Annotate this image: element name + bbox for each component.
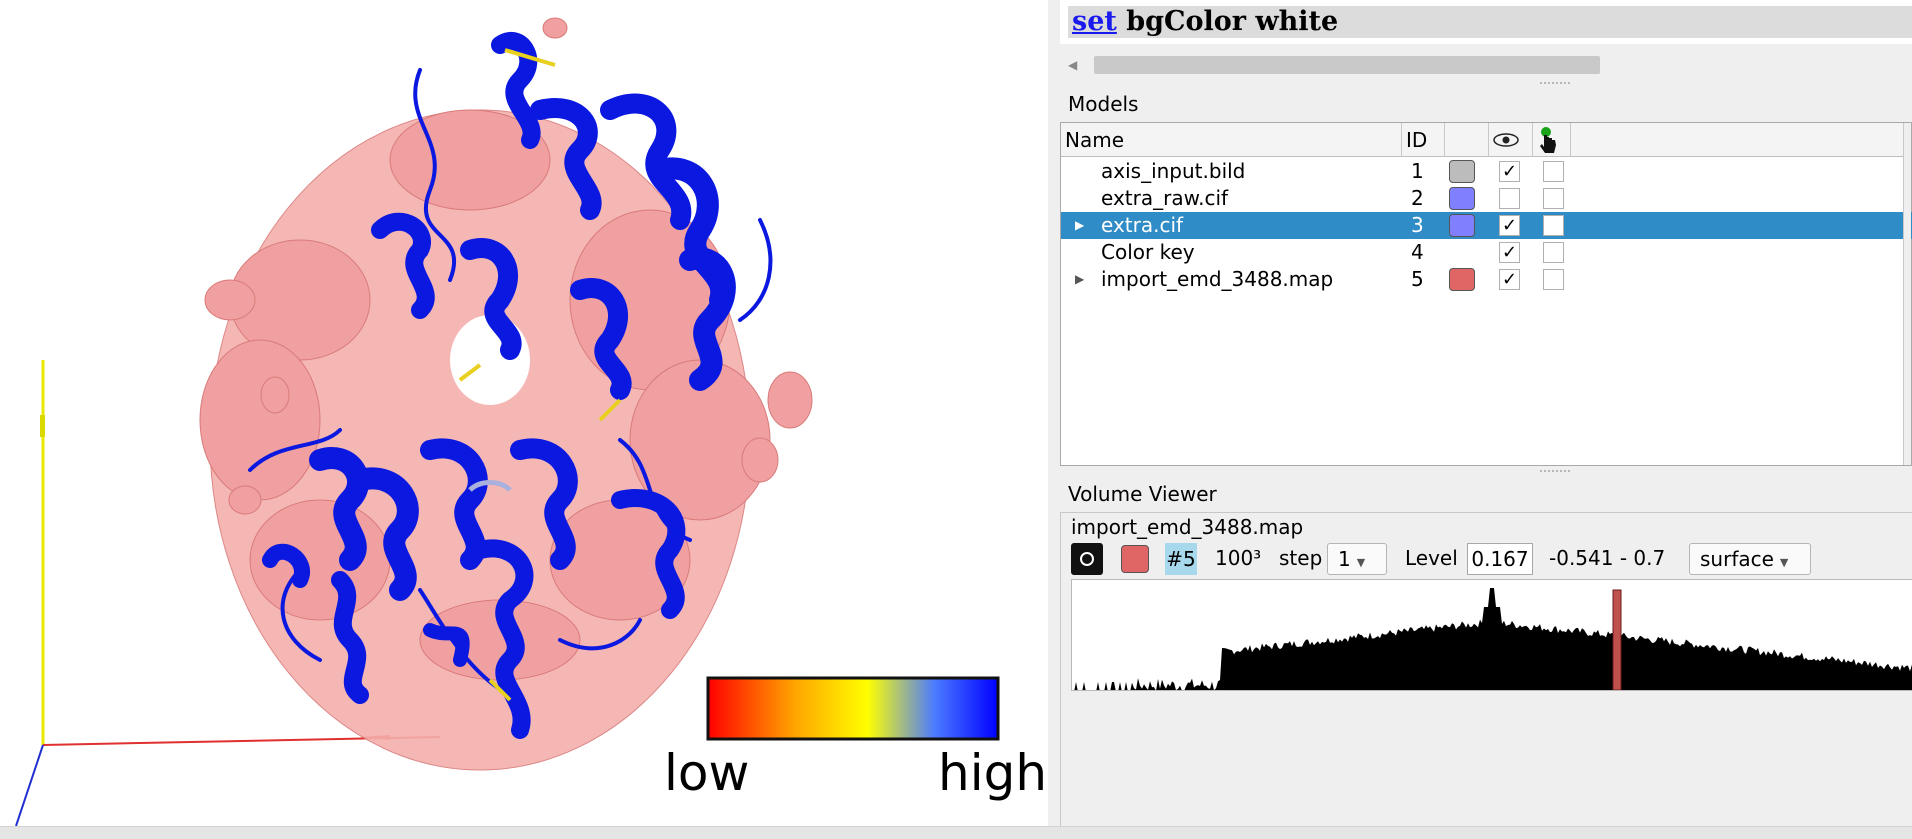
splitter-grip[interactable] bbox=[1540, 82, 1570, 85]
model-name: Color key bbox=[1101, 240, 1195, 264]
model-id: 3 bbox=[1411, 213, 1424, 237]
step-dropdown[interactable]: 1 ▼ bbox=[1327, 543, 1387, 575]
molecule-scene bbox=[15, 17, 1000, 826]
model-id: 1 bbox=[1411, 159, 1424, 183]
z-axis-line bbox=[15, 744, 44, 826]
models-vertical-scrollbar[interactable] bbox=[1903, 123, 1911, 465]
panel-splitter[interactable] bbox=[1048, 0, 1060, 826]
ligand-sticks bbox=[458, 48, 622, 702]
log-entry-text: bgColor white bbox=[1116, 6, 1339, 37]
model-shown-checkbox[interactable]: ✓ bbox=[1499, 161, 1520, 182]
style-value: surface bbox=[1700, 547, 1774, 571]
volume-model-id: #5 bbox=[1165, 543, 1197, 575]
bond-segment bbox=[468, 480, 512, 492]
tool-panel: set bgColor white ◀ Models Name ID bbox=[1060, 0, 1912, 826]
model-row-selected[interactable]: ▶ extra.cif 3 ✓ bbox=[1061, 212, 1912, 239]
models-table: Name ID axis_input.bild 1 ✓ bbox=[1060, 122, 1912, 466]
step-label: step bbox=[1279, 546, 1323, 570]
model-id: 4 bbox=[1411, 240, 1424, 264]
histogram-bars bbox=[1074, 588, 1912, 690]
volume-histogram[interactable] bbox=[1071, 579, 1912, 691]
level-input[interactable]: 0.167 bbox=[1467, 543, 1533, 575]
color-key-gradient bbox=[706, 676, 1000, 741]
model-row[interactable]: Color key 4 ✓ bbox=[1061, 239, 1912, 266]
model-row[interactable]: extra_raw.cif 2 bbox=[1061, 185, 1912, 212]
model-row[interactable]: ▶ import_emd_3488.map 5 ✓ bbox=[1061, 266, 1912, 293]
level-label: Level bbox=[1405, 546, 1458, 570]
model-color-swatch[interactable] bbox=[1449, 187, 1475, 210]
y-axis-marker bbox=[40, 415, 45, 437]
model-color-swatch[interactable] bbox=[1449, 160, 1475, 183]
model-shown-checkbox[interactable]: ✓ bbox=[1499, 215, 1520, 236]
model-shown-checkbox[interactable]: ✓ bbox=[1499, 242, 1520, 263]
model-select-checkbox[interactable] bbox=[1543, 188, 1564, 209]
model-select-checkbox[interactable] bbox=[1543, 269, 1564, 290]
model-name: extra_raw.cif bbox=[1101, 186, 1229, 210]
model-shown-checkbox[interactable] bbox=[1499, 188, 1520, 209]
volume-viewer-panel: import_emd_3488.map #5 100³ step 1 ▼ Leve… bbox=[1060, 512, 1912, 826]
protein-ribbon bbox=[248, 32, 773, 739]
graphics-viewport[interactable]: low high bbox=[0, 0, 1048, 826]
volume-viewer-title: Volume Viewer bbox=[1068, 482, 1217, 506]
value-range: -0.541 - 0.7 bbox=[1549, 546, 1666, 570]
histogram-plot bbox=[1074, 588, 1912, 690]
expand-arrow-icon[interactable]: ▶ bbox=[1075, 218, 1085, 232]
model-select-checkbox[interactable] bbox=[1543, 215, 1564, 236]
style-dropdown[interactable]: surface ▼ bbox=[1689, 543, 1811, 575]
model-name: axis_input.bild bbox=[1101, 159, 1246, 183]
model-select-checkbox[interactable] bbox=[1543, 242, 1564, 263]
column-header-shown[interactable] bbox=[1489, 123, 1533, 157]
model-color-swatch[interactable] bbox=[1449, 214, 1475, 237]
pointer-hand-icon bbox=[1540, 127, 1556, 153]
model-shown-checkbox[interactable]: ✓ bbox=[1499, 269, 1520, 290]
command-log: set bgColor white bbox=[1060, 0, 1912, 44]
scroll-left-icon[interactable]: ◀ bbox=[1068, 58, 1078, 72]
models-table-header: Name ID bbox=[1061, 123, 1911, 157]
column-header-id[interactable]: ID bbox=[1402, 123, 1445, 157]
expand-arrow-icon[interactable]: ▶ bbox=[1075, 272, 1085, 286]
model-name: import_emd_3488.map bbox=[1101, 267, 1334, 291]
splitter-grip[interactable] bbox=[1540, 470, 1570, 473]
column-header-color[interactable] bbox=[1445, 123, 1489, 157]
model-id: 5 bbox=[1411, 267, 1424, 291]
show-volume-eye-icon[interactable] bbox=[1071, 543, 1103, 575]
model-id: 2 bbox=[1411, 186, 1424, 210]
log-horizontal-scrollbar[interactable]: ◀ bbox=[1068, 52, 1600, 78]
volume-map-name: import_emd_3488.map bbox=[1071, 515, 1304, 539]
eye-icon bbox=[1493, 133, 1519, 147]
model-color-swatch[interactable] bbox=[1449, 268, 1475, 291]
column-header-name[interactable]: Name bbox=[1061, 123, 1402, 157]
color-key-low-label: low bbox=[664, 744, 750, 802]
set-command-link[interactable]: set bbox=[1072, 6, 1117, 37]
column-header-select[interactable] bbox=[1533, 123, 1571, 157]
volume-color-button[interactable] bbox=[1121, 545, 1149, 573]
level-threshold-marker[interactable] bbox=[1612, 589, 1622, 690]
map-central-hole bbox=[450, 315, 530, 405]
models-panel-title: Models bbox=[1068, 92, 1139, 116]
model-name: extra.cif bbox=[1101, 213, 1184, 237]
color-key-high-label: high bbox=[938, 744, 1048, 802]
volume-size: 100³ bbox=[1215, 546, 1262, 570]
scrollbar-thumb[interactable] bbox=[1094, 56, 1600, 74]
chevron-down-icon: ▼ bbox=[1779, 556, 1789, 569]
chevron-down-icon: ▼ bbox=[1356, 556, 1366, 569]
step-value: 1 bbox=[1338, 547, 1351, 571]
bottom-status-bar bbox=[0, 826, 1912, 839]
model-row[interactable]: axis_input.bild 1 ✓ bbox=[1061, 158, 1912, 185]
log-entry: set bgColor white bbox=[1068, 6, 1912, 38]
model-select-checkbox[interactable] bbox=[1543, 161, 1564, 182]
